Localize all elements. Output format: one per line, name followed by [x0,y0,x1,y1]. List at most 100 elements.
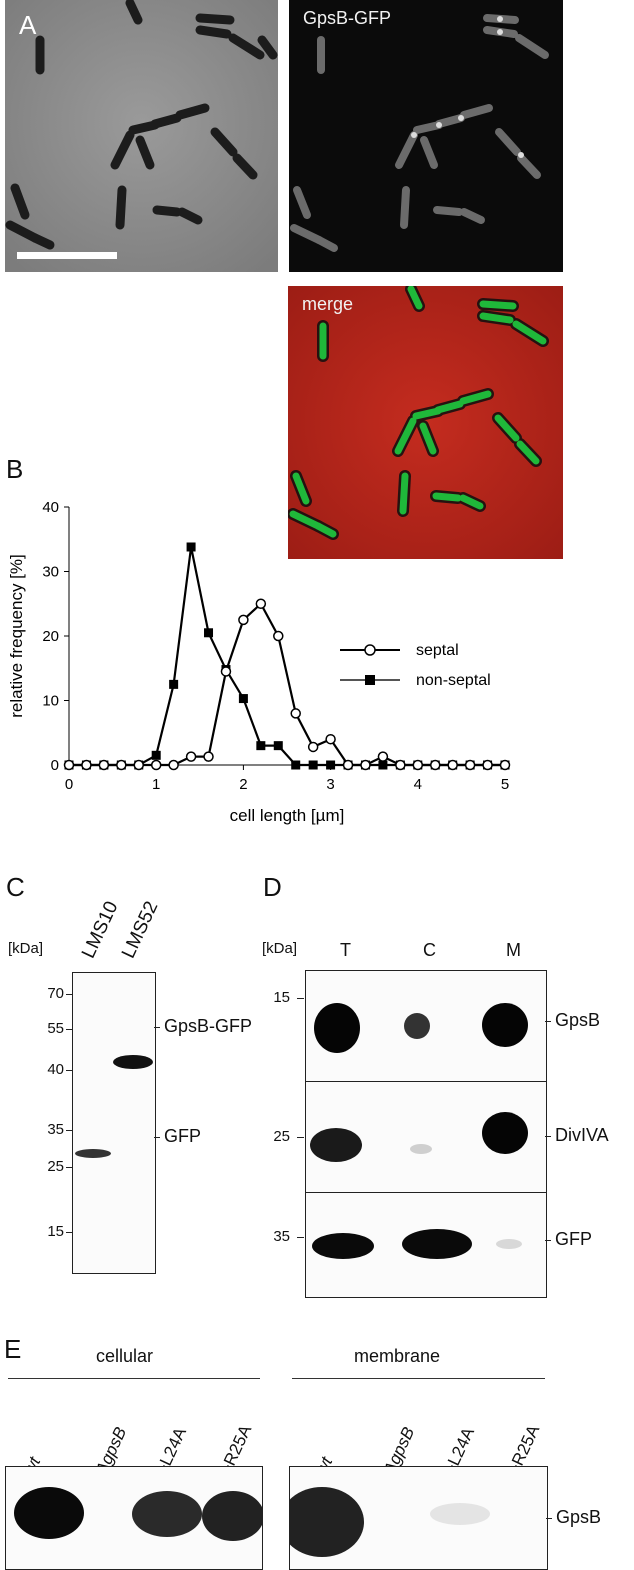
panel-letter-b: B [6,454,24,484]
point-septal [185,751,197,762]
gfp-band-label: GFP [164,1126,202,1146]
y-tick-label: 30 [42,564,59,581]
phase-contrast-image: A [5,0,278,272]
band-cellular-r25a [202,1491,262,1541]
point-septal [203,751,214,762]
mw-marker-c: 25 [47,1158,64,1175]
x-tick-label: 2 [239,776,247,793]
gfp-fraction-pointer [545,1240,551,1241]
lane-label-lms10: LMS10 [78,898,123,962]
point-non-septal [169,679,179,689]
mw-tick-c [66,1232,72,1233]
merge-image: merge [288,286,563,559]
band-cellular-wt [14,1487,84,1539]
panel-letter-a: A [19,10,37,40]
cell-length-chart: 0 10 20 30 40 0 1 2 3 4 5 cell length [µm] relative … [7,499,511,825]
band-gfp-t [312,1233,374,1259]
mw-marker-c: 70 [47,985,64,1002]
band-membrane-l24a [430,1503,490,1525]
mw-tick-d [297,1137,304,1138]
legend-label-septal: septal [416,642,459,659]
group-line-membrane [292,1378,545,1379]
y-tick-label: 20 [42,628,59,645]
point-septal [325,733,336,745]
point-non-septal [273,741,283,751]
lane-label-lms52: LMS52 [118,898,163,962]
y-tick-label: 0 [51,757,59,774]
gpsb-gfp-band-label: GpsB-GFP [164,1016,253,1036]
x-axis-label: cell length [µm] [230,806,345,825]
band-divivia-t [310,1128,362,1162]
group-label-membrane: membrane [354,1346,441,1366]
x-tick-label: 4 [414,776,422,793]
band-gpsb-gfp [113,1055,153,1069]
band-divivia-c [410,1144,432,1154]
point-septal [377,751,389,762]
point-non-septal [256,741,266,751]
point-septal [81,759,92,771]
band-gpsb-t [314,1003,360,1053]
mw-marker-c: 35 [47,1121,64,1138]
band-gfp-m [496,1239,522,1249]
group-label-cellular: cellular [96,1346,154,1366]
gfp-pointer [154,1137,160,1138]
point-non-septal [291,760,301,770]
kda-unit-d: [kDa] [262,940,298,957]
point-non-septal [238,694,248,704]
gpsb-pointer [545,1021,551,1022]
point-non-septal [308,760,318,770]
mw-tick-d [297,1237,304,1238]
fluorescent-cells [290,14,549,252]
mw-marker-d: 35 [273,1228,290,1245]
panel-letter-c: C [6,872,25,902]
x-tick-label: 5 [501,776,509,793]
point-septal [482,759,493,771]
band-membrane-wt [290,1487,364,1557]
kda-unit-c: [kDa] [8,940,44,957]
mw-marker-c: 15 [47,1223,64,1240]
y-axis-label: relative frequency [%] [7,554,26,717]
legend-marker-septal [364,644,376,656]
point-septal [238,614,249,626]
western-blot-gfp-fraction [305,1192,547,1298]
blot-label-gpsb-e: GpsB [556,1507,602,1527]
band-gpsb-m [482,1003,528,1047]
panel-letter-d: D [263,872,282,902]
western-blot-cellular [5,1466,263,1570]
fraction-label-total: T [340,940,351,960]
mw-tick-c [66,1070,72,1071]
mw-tick-c [66,1130,72,1131]
point-septal [133,759,145,771]
point-septal [273,630,284,642]
band-gpsb-c [404,1013,430,1039]
mw-tick-c [66,1029,72,1030]
x-tick-label: 1 [152,776,160,793]
blot-label-divivia: DivIVA [555,1125,609,1145]
western-blot-gpsb [305,970,547,1082]
phase-contrast-cells [5,0,278,272]
point-septal [255,598,267,609]
point-septal [360,759,371,771]
mw-tick-d [297,998,304,999]
mw-tick-c [66,1167,72,1168]
point-septal [307,741,319,753]
point-septal [395,759,406,771]
mw-marker-c: 55 [47,1020,64,1037]
point-septal [412,759,424,771]
point-septal [429,759,441,771]
point-non-septal [326,760,336,770]
blot-label-gfp: GFP [555,1229,593,1249]
western-blot-membrane [289,1466,548,1570]
band-gfp [75,1149,111,1158]
point-septal [447,759,458,771]
legend-label-non-septal: non-septal [416,672,491,689]
band-cellular-l24a [132,1491,202,1537]
merge-cells [288,286,563,559]
panel-letter-e: E [4,1334,22,1364]
gpsb-gfp-fluorescence-image: GpsB-GFP [289,0,563,272]
x-tick-label: 3 [326,776,334,793]
point-septal [150,759,162,771]
x-tick-label: 0 [65,776,73,793]
gpsb-e-pointer [546,1518,552,1519]
point-non-septal [378,760,388,770]
